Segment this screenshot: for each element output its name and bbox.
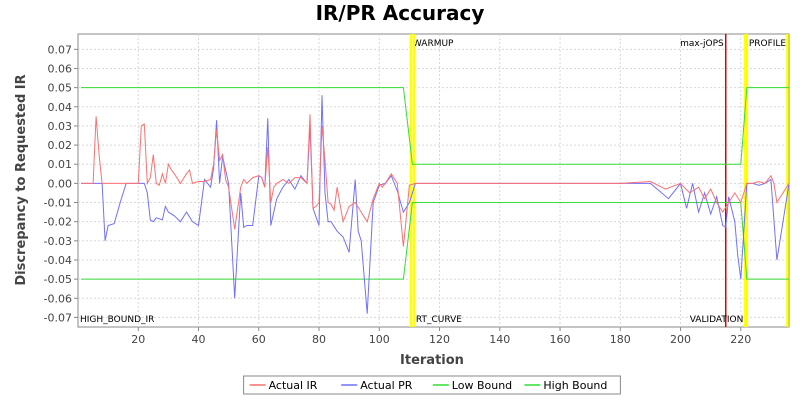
series-line-actual-pr (81, 95, 790, 314)
x-tick-label: 120 (429, 333, 450, 346)
y-tick-label: -0.05 (44, 273, 72, 286)
y-tick-label: -0.01 (44, 197, 72, 210)
phase-marker-label: VALIDATION (690, 315, 744, 325)
legend: Actual IR Actual PR Low Bound High Bound (243, 375, 621, 395)
x-tick-label: 40 (192, 333, 206, 346)
y-tick-label: -0.03 (44, 235, 72, 248)
plot-area (77, 33, 790, 328)
y-tick-label: -0.02 (44, 216, 72, 229)
y-tick-label: -0.07 (44, 311, 72, 324)
y-tick-label: -0.04 (44, 254, 72, 267)
phase-marker-label: max-jOPS (680, 39, 724, 49)
x-tick-label: 160 (550, 333, 571, 346)
x-tick-label: 140 (489, 333, 510, 346)
x-tick-label: 60 (252, 333, 266, 346)
x-tick-label: 80 (312, 333, 326, 346)
high-bound-ir-label: HIGH_BOUND_IR (80, 315, 154, 325)
y-tick-label: 0.07 (48, 43, 73, 56)
y-axis-label: Discrepancy to Requested IR (14, 74, 29, 285)
phase-marker-label: WARMUP (413, 39, 454, 49)
phase-marker-label: PROFILE (749, 39, 787, 49)
y-tick-label: 0.03 (48, 120, 73, 133)
y-tick-label: 0.02 (48, 139, 73, 152)
chart-title: IR/PR Accuracy (316, 1, 485, 25)
phase-marker-label: RT_CURVE (416, 315, 462, 325)
phase-markers: WARMUP RT_CURVE max-jOPS VALIDATION PROFILE (409, 34, 789, 327)
x-tick-label: 100 (369, 333, 390, 346)
legend-label: Low Bound (452, 379, 512, 392)
y-tick-label: 0.06 (48, 62, 73, 75)
legend-box (243, 375, 621, 395)
x-tick-label: 220 (730, 333, 751, 346)
series-lines (81, 87, 790, 314)
legend-label: High Bound (543, 379, 607, 392)
legend-label: Actual IR (269, 379, 318, 392)
y-tick-label: -0.06 (44, 292, 72, 305)
series-line-high-bound (81, 87, 789, 165)
y-tick-label: 0.05 (48, 82, 73, 95)
y-tick-label: 0.00 (48, 177, 73, 190)
series-line-actual-ir (81, 114, 790, 247)
y-tick-label: 0.04 (48, 101, 73, 114)
y-axis-ticks: -0.07 -0.06 -0.05 -0.04 -0.03 -0.02 -0.01 0.00 0… (44, 43, 78, 324)
x-tick-label: 180 (610, 333, 631, 346)
x-tick-label: 20 (131, 333, 145, 346)
series-line-low-bound (81, 202, 789, 280)
y-tick-label: 0.01 (48, 158, 73, 171)
legend-label: Actual PR (360, 379, 413, 392)
x-axis-label: Iteration (400, 353, 464, 368)
x-axis-ticks: 20 40 60 80 100 120 140 160 180 200 220 (131, 327, 751, 346)
x-tick-label: 200 (670, 333, 691, 346)
